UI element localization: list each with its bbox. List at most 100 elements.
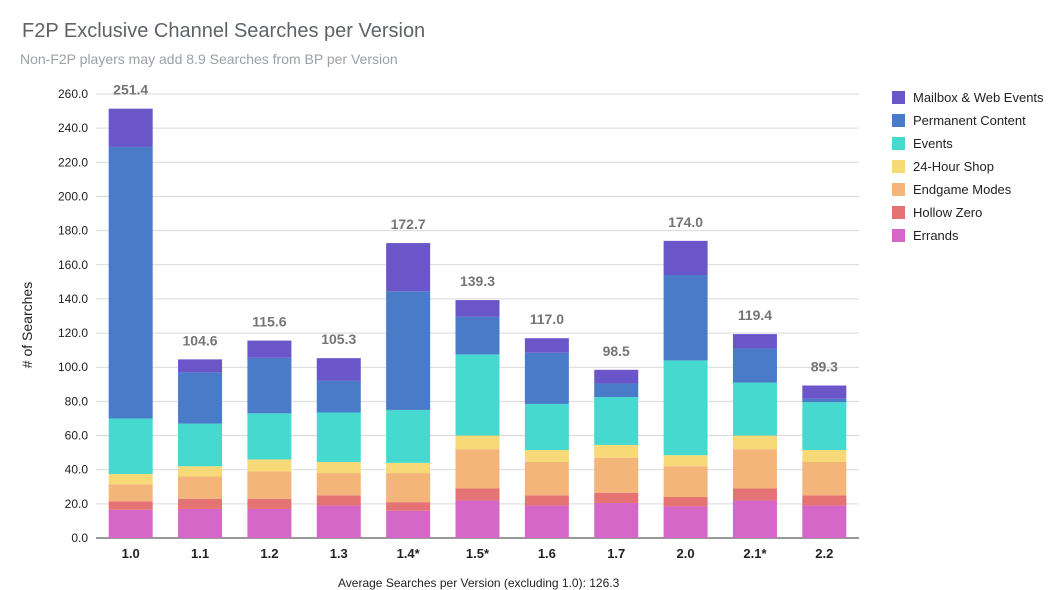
bar-segment (108, 509, 153, 538)
bar-total-label: 139.3 (460, 273, 495, 289)
bar-segment (455, 488, 500, 501)
bar-segment (524, 495, 569, 506)
bar-segment (455, 354, 500, 436)
bar-segment (663, 240, 708, 276)
bar-segment (594, 457, 639, 493)
bar-segment (386, 409, 431, 463)
y-tick-label: 40.0 (65, 463, 89, 477)
y-tick-label: 0.0 (71, 531, 88, 545)
bar-segment (386, 473, 431, 503)
bar-segment (663, 275, 708, 361)
y-tick-label: 80.0 (65, 394, 89, 408)
bar-segment (455, 449, 500, 489)
y-tick-label: 120.0 (58, 326, 88, 340)
legend-swatch (892, 183, 905, 196)
x-tick-label: 2.2 (815, 546, 833, 561)
bar-total-label: 119.4 (738, 307, 772, 323)
bar-segment (108, 418, 153, 474)
bar-total-label: 251.4 (113, 82, 148, 98)
bar-segment (386, 243, 431, 292)
bar-segment (386, 291, 431, 410)
bar-segment (802, 385, 847, 399)
bar-segment (386, 462, 431, 474)
bar-segment (802, 505, 847, 538)
x-tick-label: 2.0 (677, 546, 695, 561)
bar-segment (663, 497, 708, 507)
bar-segment (802, 402, 847, 451)
y-tick-label: 60.0 (65, 429, 89, 443)
y-tick-label: 20.0 (65, 497, 89, 511)
bar-segment (316, 462, 361, 474)
y-tick-label: 100.0 (58, 360, 88, 374)
bar-segment (247, 508, 292, 538)
bar-segment (663, 360, 708, 456)
x-tick-label: 1.3 (330, 546, 348, 561)
legend-swatch (892, 114, 905, 127)
legend-item: Hollow Zero (892, 201, 1044, 224)
legend-item: Errands (892, 224, 1044, 247)
legend-swatch (892, 206, 905, 219)
chart-title: F2P Exclusive Channel Searches per Versi… (22, 20, 426, 42)
y-tick-label: 260.0 (58, 87, 88, 101)
bar-total-label: 104.6 (183, 332, 218, 348)
bar-segment (316, 473, 361, 496)
bar-segment (594, 502, 639, 538)
bar-segment (732, 382, 777, 436)
bar-segment (594, 397, 639, 445)
legend-item: Events (892, 132, 1044, 155)
y-tick-label: 220.0 (58, 155, 88, 169)
bar-segment (524, 403, 569, 451)
bar-segment (386, 510, 431, 538)
bar-segment (108, 108, 153, 147)
bar-segment (247, 459, 292, 472)
bar-segment (108, 501, 153, 510)
bar-segment (108, 484, 153, 502)
x-tick-label: 2.1* (743, 546, 767, 561)
legend-label: Events (913, 136, 953, 151)
y-tick-label: 240.0 (58, 121, 88, 135)
bar-segment (455, 500, 500, 538)
bar-segment (802, 450, 847, 463)
x-tick-label: 1.4* (397, 546, 421, 561)
y-tick-label: 200.0 (58, 189, 88, 203)
bar-segment (732, 488, 777, 501)
bar-segment (594, 444, 639, 458)
bar-segment (316, 358, 361, 381)
bar-segment (732, 348, 777, 383)
bar-segment (594, 369, 639, 384)
legend-label: Endgame Modes (913, 182, 1012, 197)
bar-segment (247, 498, 292, 509)
legend-item: Permanent Content (892, 109, 1044, 132)
y-tick-label: 140.0 (58, 292, 88, 306)
bar-segment (178, 372, 223, 424)
x-tick-label: 1.7 (607, 546, 625, 561)
legend-swatch (892, 137, 905, 150)
x-tick-label: 1.6 (538, 546, 556, 561)
legend-label: 24-Hour Shop (913, 159, 994, 174)
bar-segment (594, 492, 639, 503)
bar-segment (663, 455, 708, 467)
bar-segment (455, 300, 500, 317)
bar-segment (108, 146, 153, 419)
legend-label: Hollow Zero (913, 205, 983, 220)
x-tick-label: 1.5* (466, 546, 490, 561)
bar-segment (663, 466, 708, 498)
legend-swatch (892, 160, 905, 173)
bar-segment (524, 462, 569, 496)
bar-segment (178, 359, 223, 373)
legend-item: Endgame Modes (892, 178, 1044, 201)
bar-segment (802, 462, 847, 496)
bar-segment (247, 357, 292, 414)
bar-segment (178, 508, 223, 538)
y-tick-label: 180.0 (58, 224, 88, 238)
legend-item: 24-Hour Shop (892, 155, 1044, 178)
bar-segment (316, 495, 361, 506)
bar-segment (386, 502, 431, 511)
bar-segment (524, 505, 569, 538)
legend-label: Errands (913, 228, 959, 243)
bar-segment (802, 495, 847, 506)
bar-total-label: 172.7 (391, 216, 426, 232)
bar-segment (108, 473, 153, 485)
bar-segment (732, 500, 777, 538)
bar-segment (178, 476, 223, 499)
